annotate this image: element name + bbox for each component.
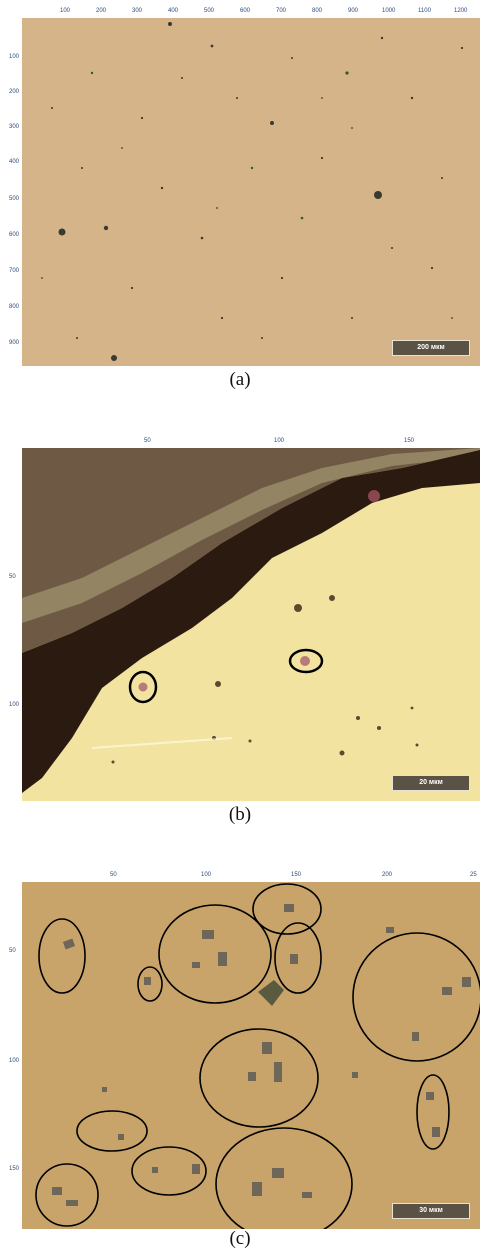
x-tick-label: 1000 bbox=[382, 8, 396, 14]
y-tick-label: 600 bbox=[9, 232, 20, 238]
left-ruler-a: 100 200 300 400 500 600 700 800 900 bbox=[8, 4, 22, 366]
micrograph-image-a: 200 мкм bbox=[22, 18, 480, 366]
x-tick-label: 100 bbox=[60, 8, 71, 14]
x-tick-label: 200 bbox=[96, 8, 107, 14]
y-tick-label: 50 bbox=[9, 574, 16, 580]
y-tick-label: 100 bbox=[9, 1058, 20, 1064]
x-tick-label: 900 bbox=[348, 8, 359, 14]
micrograph-panel-c: µm 50 100 150 200 25 50 100 150 bbox=[8, 868, 480, 1229]
x-tick-label: 50 bbox=[144, 438, 151, 444]
inclusion-dots bbox=[41, 22, 464, 361]
particle-clusters bbox=[52, 904, 471, 1206]
y-tick-label: 800 bbox=[9, 304, 20, 310]
y-tick-label: 400 bbox=[9, 159, 20, 165]
scale-bar: 30 мкм bbox=[392, 1203, 470, 1219]
x-tick-label: 600 bbox=[240, 8, 251, 14]
micrograph-panel-a: µm 100 200 300 400 500 600 700 800 900 1… bbox=[8, 4, 480, 366]
top-ruler-a: µm 100 200 300 400 500 600 700 800 900 1… bbox=[8, 4, 480, 18]
micrograph-surface-a bbox=[22, 18, 480, 366]
x-tick-label: 100 bbox=[274, 438, 285, 444]
y-tick-label: 200 bbox=[9, 89, 20, 95]
left-ruler-b: 50 100 bbox=[8, 434, 22, 801]
panel-caption-b: (b) bbox=[228, 804, 252, 825]
panel-caption-a: (a) bbox=[229, 369, 251, 390]
panel-caption-c: (c) bbox=[229, 1228, 251, 1249]
micrograph-surface-b bbox=[22, 448, 480, 801]
oxide-layer bbox=[22, 448, 480, 653]
x-tick-label: 200 bbox=[382, 872, 393, 878]
x-tick-label: 150 bbox=[291, 872, 302, 878]
micrograph-surface-c bbox=[22, 882, 480, 1229]
scale-bar: 20 мкм bbox=[392, 775, 470, 791]
micrograph-panel-b: µm 50 100 150 50 100 bbox=[8, 434, 480, 801]
particle-marker-circle bbox=[128, 670, 158, 704]
y-tick-label: 500 bbox=[9, 196, 20, 202]
oxide-layer-light-band bbox=[22, 448, 480, 623]
y-tick-label: 100 bbox=[9, 54, 20, 60]
x-tick-label: 300 bbox=[132, 8, 143, 14]
x-tick-label: 50 bbox=[110, 872, 117, 878]
y-tick-label: 100 bbox=[9, 702, 20, 708]
cluster-marker-circles bbox=[35, 883, 480, 1229]
y-tick-label: 50 bbox=[9, 948, 16, 954]
particle-marker-circle bbox=[288, 648, 324, 674]
y-tick-label: 900 bbox=[9, 340, 20, 346]
x-tick-label: 1100 bbox=[418, 8, 431, 14]
x-tick-label: 100 bbox=[201, 872, 212, 878]
scale-bar: 200 мкм bbox=[392, 340, 470, 356]
top-ruler-c: µm 50 100 150 200 25 bbox=[8, 868, 480, 882]
y-tick-label: 700 bbox=[9, 268, 20, 274]
corrosion-front bbox=[22, 450, 480, 793]
x-tick-label: 700 bbox=[276, 8, 287, 14]
y-tick-label: 150 bbox=[9, 1166, 20, 1172]
left-ruler-c: 50 100 150 bbox=[8, 868, 22, 1229]
x-tick-label: 150 bbox=[404, 438, 415, 444]
x-tick-label: 400 bbox=[168, 8, 179, 14]
x-tick-label: 500 bbox=[204, 8, 215, 14]
top-ruler-b: µm 50 100 150 bbox=[8, 434, 480, 448]
x-tick-label: 25 bbox=[470, 872, 477, 878]
micrograph-image-c: 30 мкм bbox=[22, 882, 480, 1229]
x-tick-label: 800 bbox=[312, 8, 323, 14]
x-tick-label: 1200 bbox=[454, 8, 468, 14]
micrograph-image-b: 20 мкм bbox=[22, 448, 480, 801]
y-tick-label: 300 bbox=[9, 124, 20, 130]
